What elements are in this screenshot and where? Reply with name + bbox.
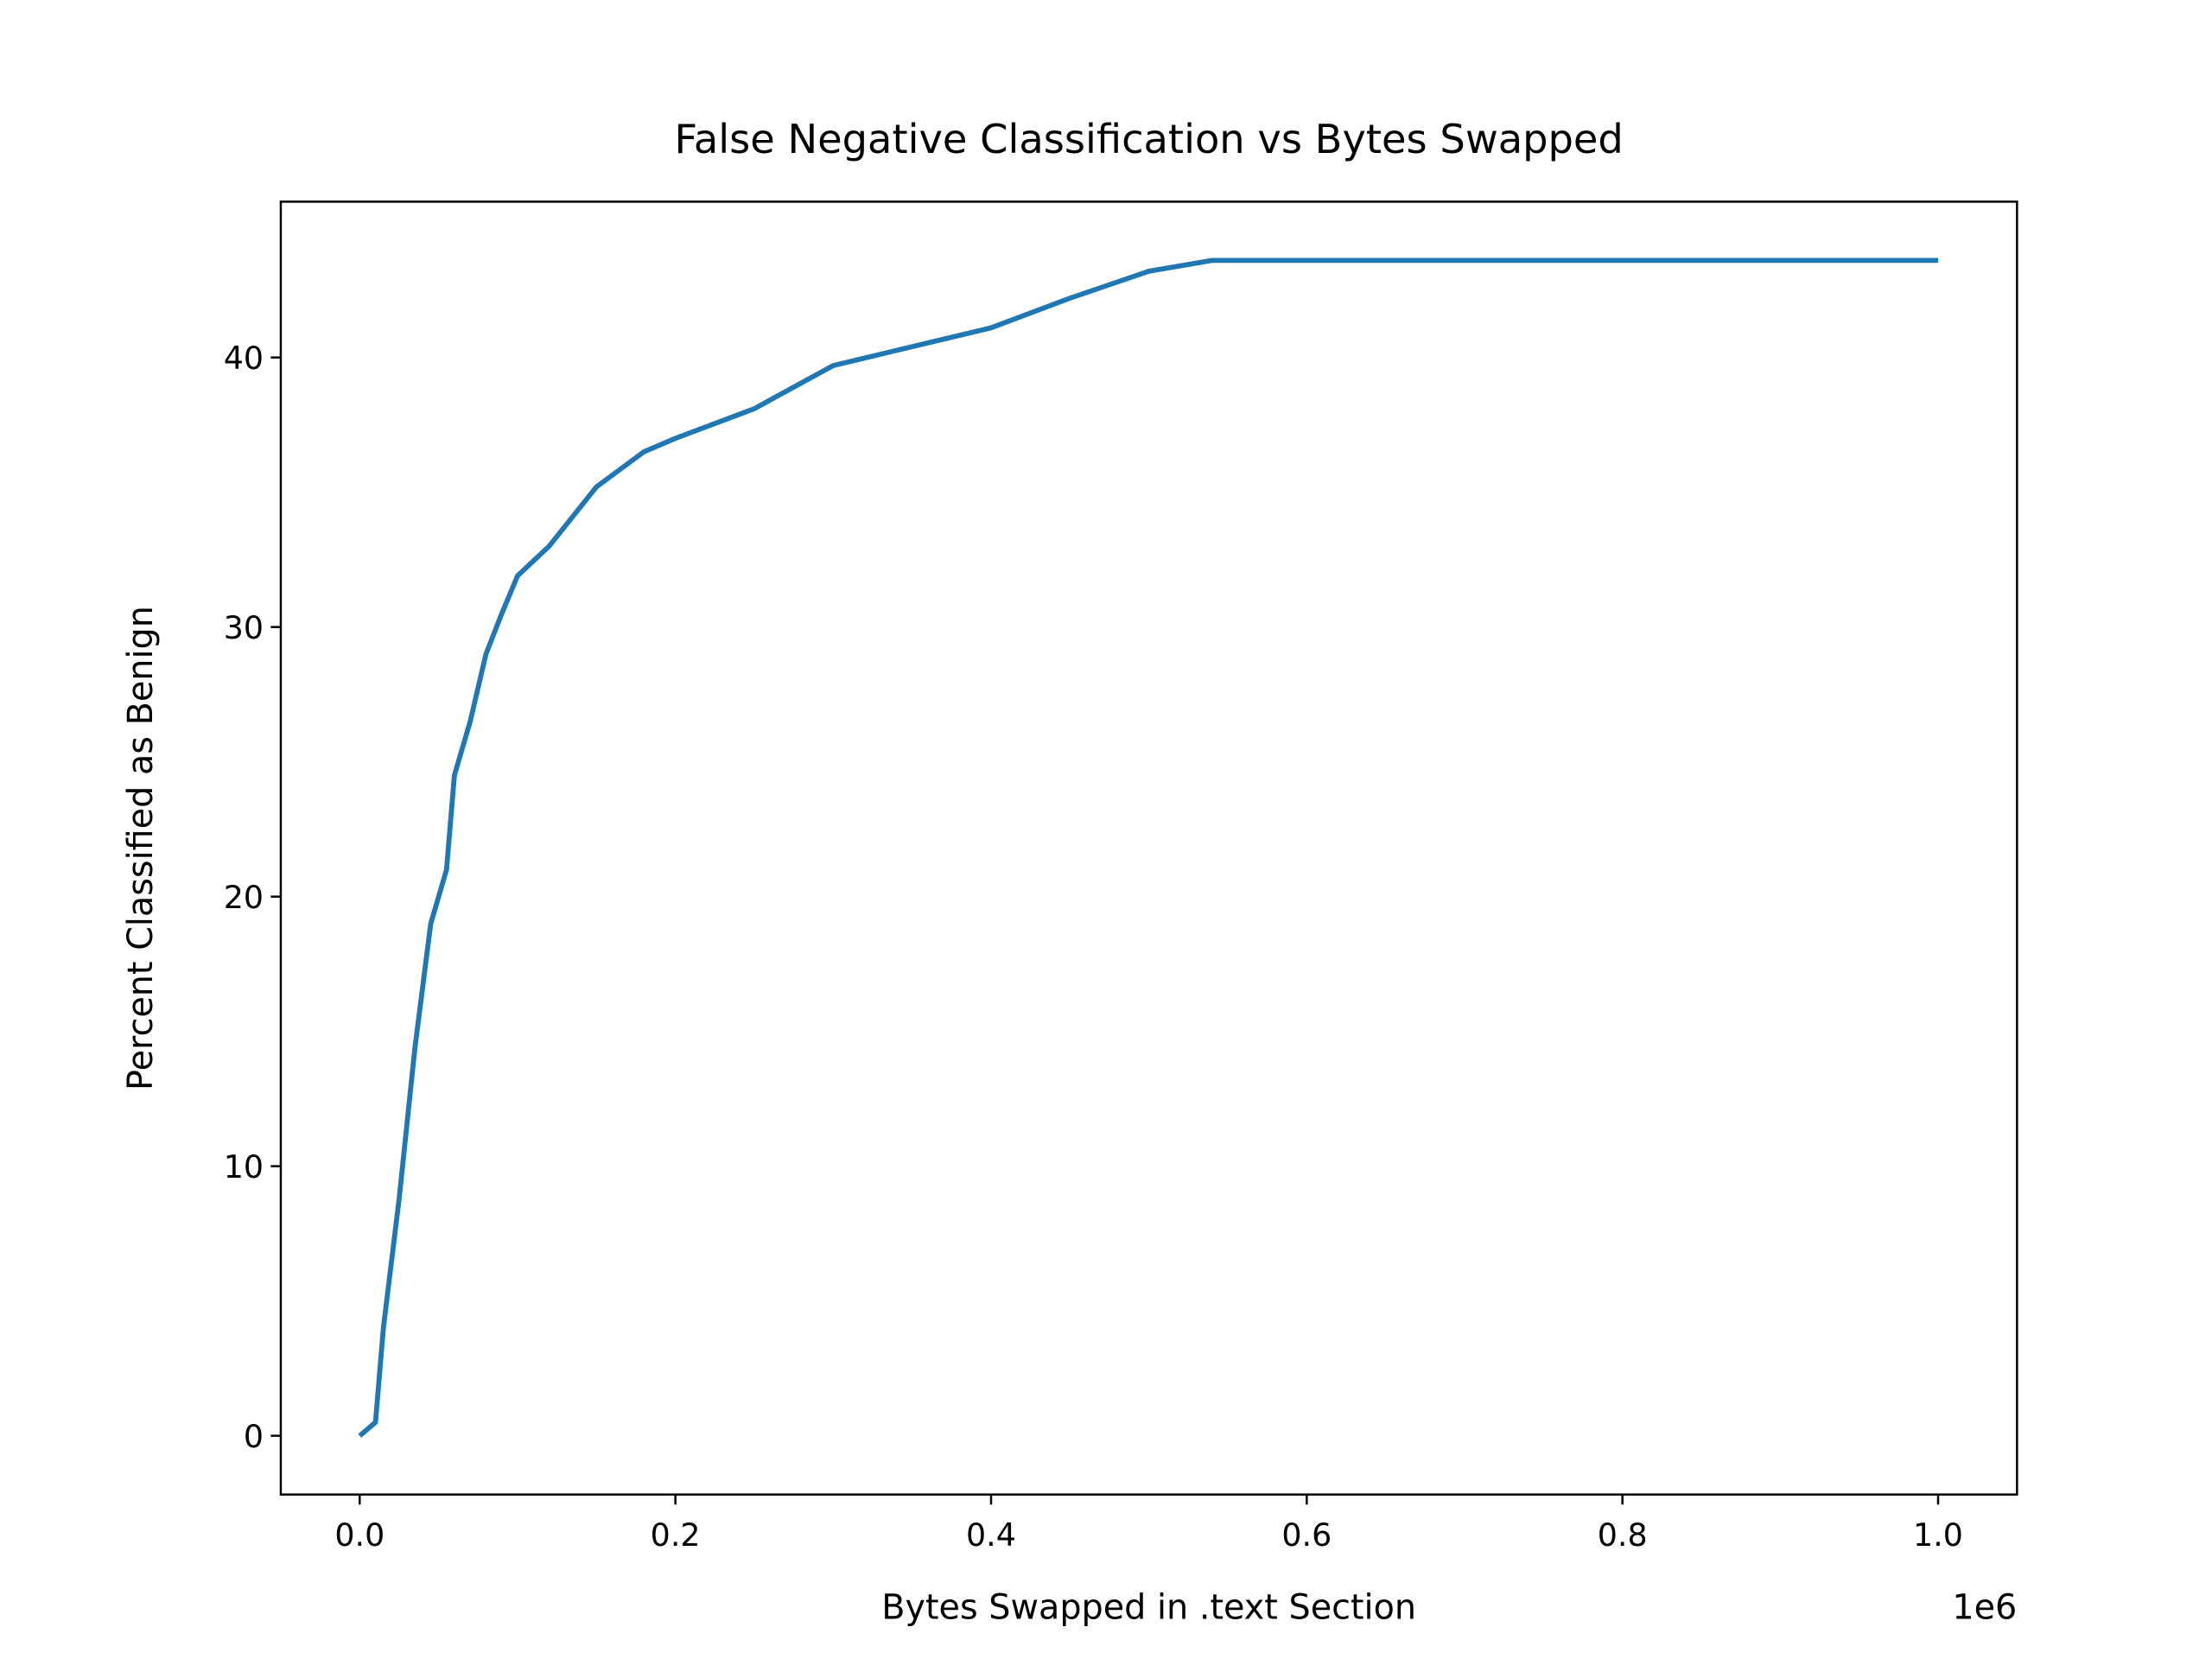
plot-frame: [279, 200, 2018, 1496]
x-tick-label: 1.0: [1913, 1516, 1963, 1554]
x-tick-label: 0.6: [1281, 1516, 1332, 1554]
x-tick-label: 0.4: [966, 1516, 1016, 1554]
x-axis-label: Bytes Swapped in .text Section: [881, 1588, 1416, 1628]
x-tick-label: 0.2: [651, 1516, 701, 1554]
y-tick-label: 0: [244, 1418, 264, 1455]
y-tick-label: 10: [224, 1148, 264, 1185]
x-offset-text: 1e6: [1952, 1588, 2017, 1628]
data-line: [358, 257, 1939, 1438]
y-tick-label: 30: [224, 609, 264, 646]
chart-title: False Negative Classification vs Bytes S…: [674, 116, 1623, 162]
y-axis-label: Percent Classified as Benign: [121, 606, 161, 1090]
x-tick-label: 0.0: [334, 1516, 385, 1554]
y-tick-label: 20: [224, 879, 264, 916]
x-tick-label: 0.8: [1598, 1516, 1648, 1554]
y-tick-label: 40: [224, 340, 264, 377]
